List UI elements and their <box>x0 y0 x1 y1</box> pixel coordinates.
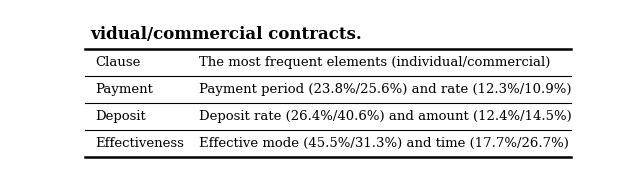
Text: Payment period (23.8%/25.6%) and rate (12.3%/10.9%): Payment period (23.8%/25.6%) and rate (1… <box>199 83 572 96</box>
Text: vidual/commercial contracts.: vidual/commercial contracts. <box>90 26 362 43</box>
Text: Payment: Payment <box>95 83 153 96</box>
Text: Clause: Clause <box>95 56 140 69</box>
Text: Deposit rate (26.4%/40.6%) and amount (12.4%/14.5%): Deposit rate (26.4%/40.6%) and amount (1… <box>199 110 572 123</box>
Text: Effective mode (45.5%/31.3%) and time (17.7%/26.7%): Effective mode (45.5%/31.3%) and time (1… <box>199 137 569 150</box>
Text: The most frequent elements (individual/commercial): The most frequent elements (individual/c… <box>199 56 550 69</box>
Text: Effectiveness: Effectiveness <box>95 137 184 150</box>
Text: Deposit: Deposit <box>95 110 146 123</box>
